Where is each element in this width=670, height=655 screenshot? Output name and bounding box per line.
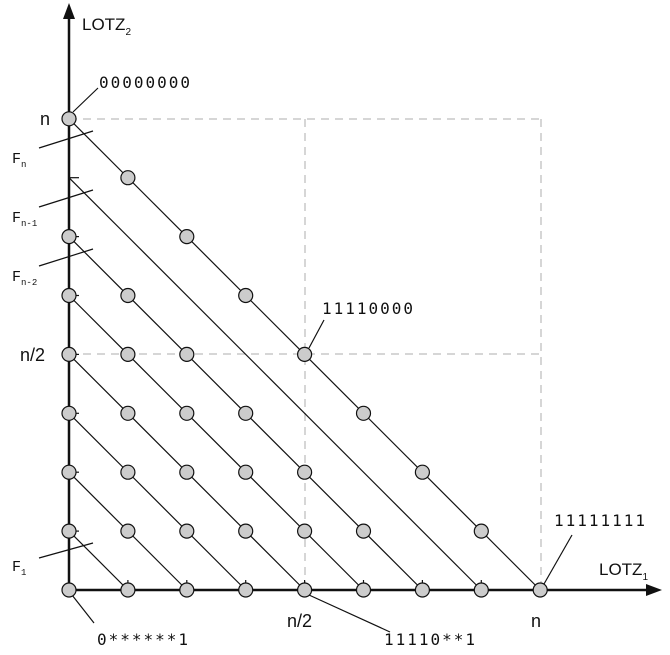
front-label-fn-1: Fn-1 xyxy=(12,210,37,229)
y-axis-title-text: LOTZ xyxy=(82,15,125,34)
point-3-2 xyxy=(238,464,254,480)
front-label-fn-sub: n xyxy=(21,160,26,170)
front-line-7 xyxy=(68,177,482,591)
point-3-1 xyxy=(238,523,254,539)
leader-top xyxy=(72,87,99,113)
leader-front-n xyxy=(38,130,94,149)
y-axis-arrow xyxy=(63,3,75,19)
annotation-top: 00000000 xyxy=(99,73,192,92)
point-1-3 xyxy=(120,405,136,421)
point-1-1 xyxy=(120,523,136,539)
point-0-2 xyxy=(61,464,77,480)
point-4-4 xyxy=(297,346,313,362)
front-line-1 xyxy=(68,530,129,591)
point-3-0 xyxy=(238,582,254,598)
point-4-0 xyxy=(297,582,313,598)
leader-bottom-mid xyxy=(308,594,391,633)
dashed-grid xyxy=(69,118,542,590)
front-label-fn-1-text: F xyxy=(12,210,21,227)
front-label-fn-2-text: F xyxy=(12,269,21,286)
point-7-1 xyxy=(473,523,489,539)
point-6-0 xyxy=(414,582,430,598)
annotation-right: 11111111 xyxy=(554,511,647,530)
annotation-bottom-left: 0******1 xyxy=(97,630,190,649)
annotation-bottom-mid: 11110**1 xyxy=(384,630,477,649)
x-tick-label-n-half: n/2 xyxy=(287,611,312,631)
point-2-6 xyxy=(179,229,195,245)
front-line-3 xyxy=(68,412,247,591)
leader-bottom-left xyxy=(71,594,95,624)
y-axis-title: LOTZ2 xyxy=(82,15,131,38)
front-label-fn-text: F xyxy=(12,151,21,168)
y-axis-title-sub: 2 xyxy=(125,27,131,38)
point-2-2 xyxy=(179,464,195,480)
point-0-0 xyxy=(61,582,77,598)
leader-middle xyxy=(308,319,325,349)
point-2-1 xyxy=(179,523,195,539)
leader-lines xyxy=(38,87,573,633)
point-7-0 xyxy=(473,582,489,598)
x-axis-title-sub: 1 xyxy=(642,572,648,583)
point-2-4 xyxy=(179,346,195,362)
point-4-2 xyxy=(297,464,313,480)
point-0-8 xyxy=(61,111,77,127)
point-3-5 xyxy=(238,287,254,304)
point-1-4 xyxy=(120,346,136,362)
point-0-3 xyxy=(61,405,77,421)
point-1-7 xyxy=(120,170,136,186)
point-0-1 xyxy=(61,523,77,539)
x-axis-title-text: LOTZ xyxy=(599,560,642,579)
point-2-3 xyxy=(179,405,195,421)
point-2-0 xyxy=(179,582,195,598)
x-axis-arrow xyxy=(646,584,662,596)
point-5-0 xyxy=(355,582,372,598)
point-1-5 xyxy=(120,287,136,304)
front-label-f1-sub: 1 xyxy=(21,568,26,578)
point-4-1 xyxy=(297,523,313,539)
point-6-2 xyxy=(414,464,430,480)
front-label-fn: Fn xyxy=(12,151,26,170)
point-8-0 xyxy=(532,582,548,598)
front-label-fn-2: Fn-2 xyxy=(12,269,37,288)
y-tick-label-n-half: n/2 xyxy=(20,345,45,365)
point-0-4 xyxy=(61,346,77,362)
solution-points xyxy=(61,111,548,598)
leader-right xyxy=(543,534,573,585)
point-0-6 xyxy=(61,229,77,245)
front-label-f1-text: F xyxy=(12,559,21,576)
front-label-fn-2-sub: n-2 xyxy=(21,278,37,288)
point-0-5 xyxy=(61,287,77,304)
point-5-3 xyxy=(355,405,372,421)
point-1-0 xyxy=(120,582,136,598)
point-3-3 xyxy=(238,405,254,421)
x-tick-label-n: n xyxy=(531,611,541,631)
front-line-5 xyxy=(68,295,364,591)
front-label-f1: F1 xyxy=(12,559,26,578)
annotation-middle: 11110000 xyxy=(322,299,415,318)
leader-front-1 xyxy=(38,542,94,559)
point-1-2 xyxy=(120,464,136,480)
point-5-1 xyxy=(355,523,372,539)
y-tick-label-n: n xyxy=(40,109,50,129)
x-axis-title: LOTZ1 xyxy=(599,560,648,583)
leader-front-n-2 xyxy=(38,248,94,267)
front-label-fn-1-sub: n-1 xyxy=(21,219,37,229)
leader-front-n-1 xyxy=(38,189,94,208)
